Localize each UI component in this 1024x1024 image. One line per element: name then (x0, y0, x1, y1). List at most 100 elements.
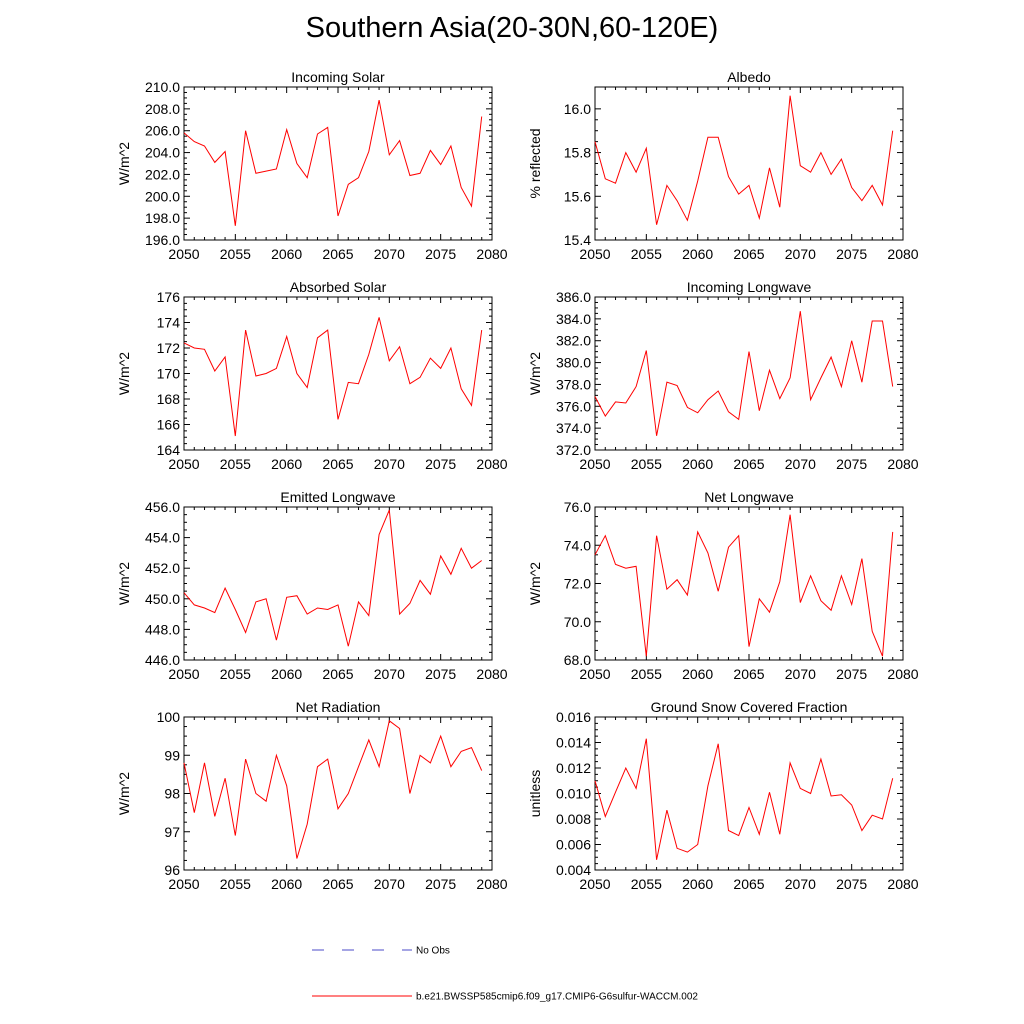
plot-frame (594, 716, 904, 871)
x-tick-label: 2050 (579, 246, 610, 262)
x-tick-label: 2070 (374, 876, 405, 892)
y-tick-label: 172 (157, 340, 181, 356)
y-tick-label: 446.0 (145, 652, 180, 668)
plot-frame (183, 716, 493, 871)
y-tick-label: 164 (157, 442, 181, 458)
panel-net-longwave: Net Longwave W/m^2 68.0 70.0 72.0 74.0 76.0 205… (527, 489, 919, 682)
x-tick-label: 2080 (887, 666, 918, 682)
x-tick-label: 2075 (425, 246, 456, 262)
x-tick-label: 2055 (220, 666, 251, 682)
y-tick-label: 98 (164, 786, 180, 802)
series-line-model (183, 509, 483, 647)
x-tick-label: 2070 (785, 666, 816, 682)
y-tick-label: 0.014 (556, 735, 591, 751)
y-tick-label: 76.0 (564, 499, 591, 515)
legend-obs-label: No Obs (416, 946, 450, 957)
y-tick-label: 204.0 (145, 145, 180, 161)
x-tick-label: 2070 (374, 666, 405, 682)
x-tick-label: 2070 (785, 456, 816, 472)
y-tick-label: 99 (164, 747, 180, 763)
y-tick-label: 206.0 (145, 123, 180, 139)
legend-model-label: b.e21.BWSSP585cmip6.f09_g17.CMIP6-G6sulf… (416, 992, 698, 1003)
y-axis-label: unitless (527, 770, 543, 817)
x-tick-label: 2050 (579, 876, 610, 892)
panel-title: Incoming Longwave (687, 279, 812, 295)
y-tick-label: 378.0 (556, 376, 591, 392)
y-tick-label: 372.0 (556, 442, 591, 458)
x-tick-label: 2050 (168, 666, 199, 682)
panel-title: Albedo (727, 69, 771, 85)
y-tick-label: 448.0 (145, 621, 180, 637)
y-tick-label: 452.0 (145, 560, 180, 576)
x-tick-label: 2050 (168, 456, 199, 472)
y-tick-label: 100 (157, 709, 181, 725)
y-tick-label: 174 (157, 315, 181, 331)
page-title: Southern Asia(20-30N,60-120E) (305, 12, 719, 44)
x-tick-label: 2055 (220, 876, 251, 892)
plot-frame (594, 86, 904, 241)
y-tick-label: 170 (157, 366, 181, 382)
x-tick-label: 2065 (733, 666, 764, 682)
x-tick-label: 2055 (220, 246, 251, 262)
y-tick-label: 15.4 (564, 232, 591, 248)
y-tick-label: 456.0 (145, 499, 180, 515)
y-tick-label: 0.008 (556, 811, 591, 827)
y-axis-label: W/m^2 (116, 772, 132, 815)
panel-title: Ground Snow Covered Fraction (651, 699, 848, 715)
x-tick-label: 2060 (682, 246, 713, 262)
panel-title: Absorbed Solar (290, 279, 387, 295)
panel-title: Incoming Solar (291, 69, 385, 85)
x-tick-label: 2065 (322, 876, 353, 892)
panel-title: Emitted Longwave (280, 489, 395, 505)
plot-frame (183, 506, 493, 661)
x-tick-label: 2055 (631, 246, 662, 262)
x-tick-label: 2080 (476, 246, 507, 262)
y-tick-label: 208.0 (145, 101, 180, 117)
x-tick-label: 2080 (887, 876, 918, 892)
x-tick-label: 2055 (220, 456, 251, 472)
y-tick-label: 380.0 (556, 355, 591, 371)
panel-incoming-longwave: Incoming Longwave W/m^2 372.0 374.0 376.0 378… (527, 279, 919, 472)
x-tick-label: 2080 (887, 456, 918, 472)
y-tick-label: 202.0 (145, 166, 180, 182)
y-tick-label: 0.006 (556, 837, 591, 853)
x-tick-label: 2060 (271, 246, 302, 262)
x-tick-label: 2050 (579, 456, 610, 472)
y-tick-label: 72.0 (564, 576, 591, 592)
y-tick-label: 0.012 (556, 760, 591, 776)
series-line-model (183, 100, 483, 226)
series-line-model (594, 738, 894, 860)
y-tick-label: 382.0 (556, 333, 591, 349)
panel-net-radiation: Net Radiation W/m^2 96 97 98 99 100 2050 2055 206… (116, 699, 508, 892)
y-axis-label: W/m^2 (116, 142, 132, 185)
x-tick-label: 2065 (733, 876, 764, 892)
x-tick-label: 2075 (836, 666, 867, 682)
y-tick-label: 0.010 (556, 786, 591, 802)
x-tick-label: 2060 (682, 456, 713, 472)
y-tick-label: 168 (157, 391, 181, 407)
y-tick-label: 196.0 (145, 232, 180, 248)
x-tick-label: 2075 (836, 876, 867, 892)
panel-albedo: Albedo % reflected 15.4 15.6 15.8 16.0 2050 205… (527, 69, 919, 262)
x-tick-label: 2080 (887, 246, 918, 262)
y-tick-label: 0.004 (556, 862, 591, 878)
x-tick-label: 2075 (836, 246, 867, 262)
y-tick-label: 97 (164, 824, 180, 840)
chart-panels: Incoming Solar W/m^2 196.0 198.0 200.0 202.0 2… (116, 69, 919, 892)
y-tick-label: 384.0 (556, 311, 591, 327)
panel-title: Net Longwave (704, 489, 794, 505)
panel-ground-snow-covered-fraction: Ground Snow Covered Fraction unitless 0.00… (527, 699, 919, 892)
x-tick-label: 2070 (374, 246, 405, 262)
y-tick-label: 15.6 (564, 188, 591, 204)
x-tick-label: 2070 (374, 456, 405, 472)
x-tick-label: 2060 (271, 876, 302, 892)
y-tick-label: 200.0 (145, 188, 180, 204)
y-axis-label: W/m^2 (116, 562, 132, 605)
x-tick-label: 2065 (322, 246, 353, 262)
y-tick-label: 374.0 (556, 420, 591, 436)
y-tick-label: 210.0 (145, 79, 180, 95)
x-tick-label: 2080 (476, 666, 507, 682)
panel-emitted-longwave: Emitted Longwave W/m^2 446.0 448.0 450.0 452.… (116, 489, 508, 682)
x-tick-label: 2075 (425, 876, 456, 892)
